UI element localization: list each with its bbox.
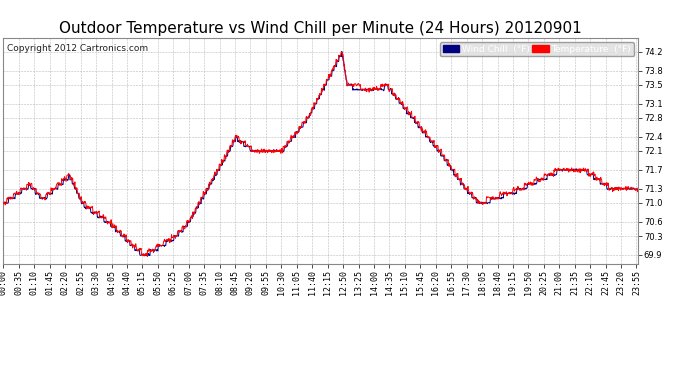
Text: Copyright 2012 Cartronics.com: Copyright 2012 Cartronics.com bbox=[7, 44, 148, 53]
Legend: Wind Chill  (°F), Temperature  (°F): Wind Chill (°F), Temperature (°F) bbox=[440, 42, 633, 56]
Title: Outdoor Temperature vs Wind Chill per Minute (24 Hours) 20120901: Outdoor Temperature vs Wind Chill per Mi… bbox=[59, 21, 582, 36]
